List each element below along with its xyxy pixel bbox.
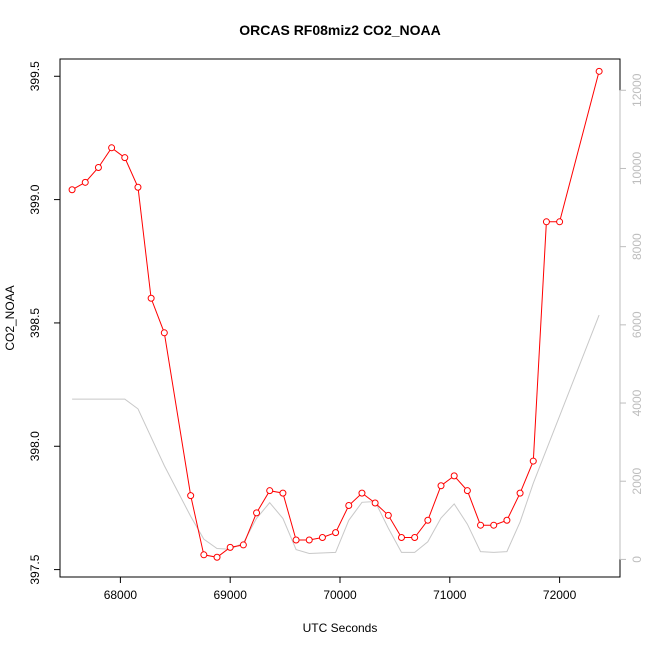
right-tick-label: 10000 xyxy=(630,151,644,185)
co2-point xyxy=(160,329,168,337)
axes-layer: 68000 69000 70000 71000 72000 397.5 398.0 398.5… xyxy=(28,61,644,602)
y-tick-label: 399.0 xyxy=(28,184,42,214)
co2-point xyxy=(279,489,287,497)
right-tick-label: 12000 xyxy=(630,73,644,107)
co2-point xyxy=(108,144,116,152)
co2-point xyxy=(437,482,445,490)
y-tick-label: 397.5 xyxy=(28,554,42,584)
co2-point xyxy=(292,536,300,544)
right-tick-label: 0 xyxy=(630,556,644,563)
x-tick-label: 71000 xyxy=(433,588,467,602)
co2-point xyxy=(318,534,326,542)
x-tick-label: 68000 xyxy=(104,588,138,602)
y-tick-label: 398.0 xyxy=(28,431,42,461)
co2-point xyxy=(68,186,76,194)
co2-point xyxy=(94,164,102,172)
x-tick-label: 72000 xyxy=(543,588,577,602)
co2-point xyxy=(266,487,274,495)
right-tick-label: 4000 xyxy=(630,389,644,416)
co2-point xyxy=(556,218,564,226)
co2-point xyxy=(397,534,405,542)
co2-point xyxy=(134,183,142,191)
altitude-line xyxy=(72,314,600,555)
co2-point xyxy=(81,178,89,186)
co2-point xyxy=(358,489,366,497)
co2-point xyxy=(345,501,353,509)
plot-frame xyxy=(59,58,621,578)
co2-point xyxy=(477,521,485,529)
right-tick-label: 8000 xyxy=(630,233,644,260)
x-axis-label: UTC Seconds xyxy=(303,621,378,635)
y-tick-label: 398.5 xyxy=(28,308,42,338)
co2-series-layer xyxy=(68,67,603,561)
co2-point xyxy=(490,521,498,529)
co2-point xyxy=(595,67,603,75)
co2-point xyxy=(450,472,458,480)
co2-point xyxy=(463,487,471,495)
co2-line xyxy=(71,71,600,558)
co2-point xyxy=(305,536,313,544)
co2-point xyxy=(200,551,208,559)
co2-point xyxy=(542,218,550,226)
x-tick-label: 69000 xyxy=(214,588,248,602)
co2-point xyxy=(253,509,261,517)
co2-point xyxy=(424,516,432,524)
co2-point xyxy=(411,534,419,542)
right-tick-label: 2000 xyxy=(630,468,644,495)
co2-point xyxy=(332,529,340,537)
co2-point xyxy=(516,489,524,497)
x-tick-label: 70000 xyxy=(323,588,357,602)
co2-point xyxy=(239,541,247,549)
co2-point xyxy=(187,492,195,500)
co2-point xyxy=(226,543,234,551)
co2-point xyxy=(371,499,379,507)
chart-title: ORCAS RF08miz2 CO2_NOAA xyxy=(239,22,441,38)
altitude-series-layer xyxy=(72,314,600,555)
co2-point xyxy=(503,516,511,524)
right-tick-label: 6000 xyxy=(630,311,644,338)
co2-point xyxy=(121,154,129,162)
co2-point xyxy=(147,294,155,302)
y-tick-label: 399.5 xyxy=(28,61,42,91)
co2-point xyxy=(529,457,537,465)
co2-point xyxy=(213,553,221,561)
co2-point xyxy=(384,511,392,519)
y-axis-label: CO2_NOAA xyxy=(3,285,17,350)
